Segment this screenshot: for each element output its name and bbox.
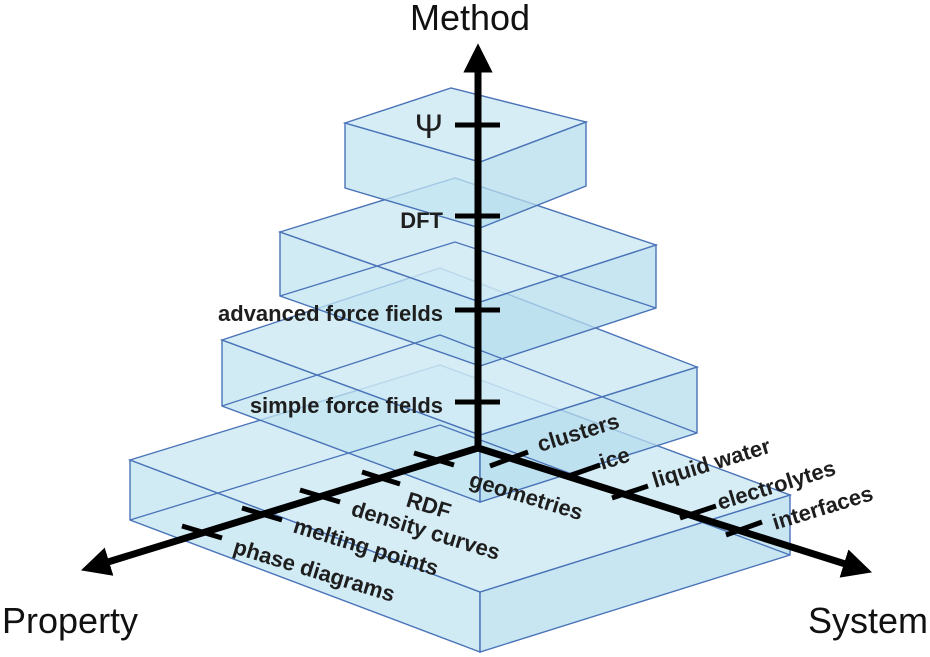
system-tick-liquid-water: [611, 483, 649, 501]
system-tick-clusters: [489, 449, 529, 469]
method-label-advanced-ff: advanced force fields: [218, 301, 443, 326]
method-label-simple-ff: simple force fields: [250, 393, 443, 418]
property-tick-rdf: [361, 469, 401, 487]
system-axis-title: System: [808, 600, 928, 641]
property-tick-1: [413, 450, 455, 468]
property-tick-density: [299, 487, 341, 505]
method-label-psi: Ψ: [415, 108, 443, 146]
system-tick-ice: [565, 462, 601, 480]
method-axis-title: Method: [410, 0, 530, 38]
system-tick-electrolytes: [679, 503, 717, 521]
property-tick-melting: [241, 505, 283, 523]
method-label-dft: DFT: [400, 208, 443, 233]
tier-3-block: [277, 177, 659, 367]
property-tick-phase: [181, 523, 223, 541]
property-axis: [80, 444, 480, 576]
property-axis-title: Property: [2, 600, 138, 641]
system-axis: [476, 444, 873, 578]
system-tick-interfaces: [725, 519, 763, 538]
